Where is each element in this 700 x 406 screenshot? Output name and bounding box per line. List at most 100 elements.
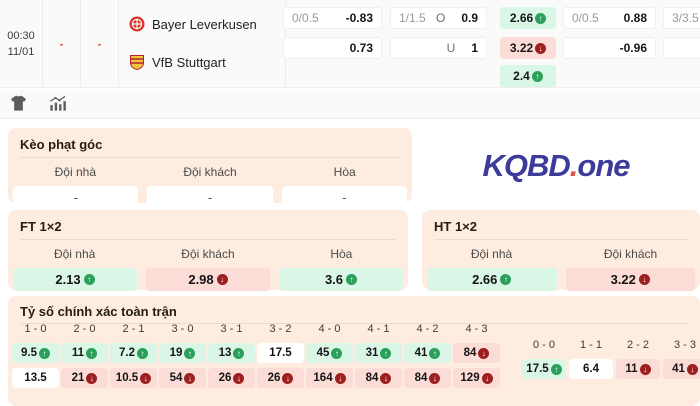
ht-1x2-card: HT 1×2 Đội nhà Đội khách 2.66 ↑ 3.22 ↓ [422,210,700,291]
score-column: 4 - 1 31 ↑ 84 ↓ [355,322,402,388]
score-odds-cell[interactable]: 17.5 ↑ [522,359,566,379]
ft-section-title: FT 1×2 [20,219,62,234]
ht-ou-under-cell[interactable] [663,37,700,59]
ft-handicap-home-cell[interactable]: 0/0.5 -0.83 [283,7,382,29]
score-odds-cell[interactable]: 19 ↑ [159,343,206,363]
corner-home-cell[interactable]: - [13,186,139,209]
score-odds-cell[interactable]: 84 ↓ [453,343,500,363]
score-column: 4 - 3 84 ↓ 129 ↓ [453,322,500,388]
score-odds-cell[interactable]: 41 ↓ [663,359,700,379]
score-odds-value: 45 [316,347,330,359]
score-label: 2 - 0 [73,323,96,335]
ft-home-odds: 2.13 [55,272,81,287]
score-odds-cell[interactable]: 9.5 ↑ [12,343,59,363]
ft-1x2-draw-cell[interactable]: 2.4 ↑ [500,65,556,87]
score-odds-value: 84 [463,347,477,359]
score-label: 3 - 1 [220,323,243,335]
score-odds-cell[interactable]: 17.5 [257,343,304,363]
score-odds-value: 129 [460,372,480,384]
ft-header-home: Đội nhà [53,247,96,261]
divider [20,157,400,158]
ht-handicap-away-cell[interactable]: -0.96 [563,37,656,59]
ft-under-cell[interactable]: U 1 [390,37,487,59]
ft-over-cell[interactable]: 1/1.5 O 0.9 [390,7,487,29]
trend-down-icon: ↓ [638,274,650,285]
score-odds-cell[interactable]: 7.2 ↑ [110,343,157,363]
ft-handicap-away-cell[interactable]: 0.73 [283,37,382,59]
ht-home-odds-cell[interactable]: 2.66 ↑ [427,268,557,291]
score-odds-value: 26 [267,372,281,384]
score-odds-cell[interactable]: 164 ↓ [306,368,353,388]
score-odds-value: 41 [414,347,428,359]
score-odds-cell[interactable]: 10.5 ↓ [110,368,157,388]
score-odds-cell[interactable]: 41 ↑ [404,343,451,363]
score-odds-cell[interactable]: 31 ↑ [355,343,402,363]
draw-score-grid: 0 - 0 17.5 ↑ 1 - 1 6.4 2 - 2 11 ↓ 3 - 3 41 ↓ [522,338,700,379]
ht-section-title: HT 1×2 [434,219,477,234]
score-odds-cell[interactable]: 54 ↓ [159,368,206,388]
trend-icon: ↑ [86,347,98,359]
trend-icon: ↑ [39,347,50,359]
score-odds-cell[interactable]: 129 ↓ [453,368,500,388]
score-odds-cell[interactable]: 45 ↑ [306,343,353,363]
ft-1x2-home-cell[interactable]: 2.66 ↑ [500,7,556,29]
score-label: 4 - 1 [367,323,390,335]
logo-text-suffix: one [577,147,630,183]
ft-1x2-home-odds: 2.66 [509,11,534,25]
match-row: 00:30 11/01 - - Bayer Leverkusen VfB Stu… [0,0,700,88]
score-odds-cell[interactable]: 84 ↓ [404,368,451,388]
trend-icon: ↓ [140,372,152,384]
ft-draw-odds-cell[interactable]: 3.6 ↑ [279,268,403,291]
ft-handicap-home-odds: -0.83 [345,11,373,25]
away-team-row[interactable]: VfB Stuttgart [129,50,285,74]
ft-over-odds: 0.9 [461,11,478,25]
corner-header-draw: Hòa [333,165,356,179]
ft-1x2-away-cell[interactable]: 3.22 ↓ [500,37,556,59]
ht-away-odds-cell[interactable]: 3.22 ↓ [565,268,695,291]
score-odds-cell[interactable]: 13.5 [12,368,59,388]
away-team-logo-icon [130,55,144,70]
score-odds-cell[interactable]: 84 ↓ [355,368,402,388]
logo-text-main: KQBD [482,147,570,183]
ht-handicap-line: 0/0.5 [572,11,599,25]
score-odds-cell[interactable]: 26 ↓ [208,368,255,388]
trend-icon: ↓ [334,372,346,384]
score-odds-cell[interactable]: 11 ↑ [61,343,108,363]
ht-handicap-away-odds: -0.96 [619,41,647,55]
trend-up-icon: ↑ [346,274,358,285]
trend-up-icon: ↑ [535,12,547,24]
score-odds-value: 84 [414,372,428,384]
ft-away-odds: 2.98 [188,272,214,287]
score-label: 2 - 2 [626,339,649,351]
match-time-block: 00:30 11/01 [0,0,43,88]
trend-icon: ↓ [233,372,245,384]
trend-icon: ↓ [478,347,490,359]
ft-home-odds-cell[interactable]: 2.13 ↑ [13,268,137,291]
score-odds-cell[interactable]: 21 ↓ [61,368,108,388]
ht-ou-over-cell[interactable]: 3/3.5 [663,7,700,29]
score-odds-value: 21 [71,372,85,384]
ht-handicap-home-cell[interactable]: 0/0.5 0.88 [563,7,656,29]
jersey-icon[interactable] [9,94,28,113]
score-odds-cell[interactable]: 13 ↑ [208,343,255,363]
home-team-row[interactable]: Bayer Leverkusen [129,12,285,36]
trend-up-icon: ↑ [83,274,95,285]
home-team-logo-icon [129,16,145,32]
score-odds-value: 13.5 [24,372,47,384]
exact-score-grid: 1 - 0 9.5 ↑ 13.5 2 - 0 11 ↑ 21 ↓ 2 - 1 7.2 ↑ 10.5 ↓ 3 … [12,322,500,388]
ft-draw-odds: 3.6 [324,272,344,287]
ft-away-odds-cell[interactable]: 2.98 ↓ [146,268,270,291]
corner-away-cell[interactable]: - [147,186,273,209]
teams-column: Bayer Leverkusen VfB Stuttgart [119,0,286,88]
stats-chart-icon[interactable] [48,94,67,113]
score-odds-value: 11 [625,363,638,375]
trend-icon: ↓ [481,372,493,384]
score-odds-value: 13 [218,347,232,359]
trend-icon: ↑ [550,363,562,375]
corner-draw-cell[interactable]: - [281,186,407,209]
score-odds-cell[interactable]: 26 ↓ [257,368,304,388]
ft-handicap-away-odds: 0.73 [349,41,373,55]
score-odds-cell[interactable]: 6.4 [569,359,613,379]
score-label: 1 - 1 [579,339,602,351]
score-odds-cell[interactable]: 11 ↓ [616,359,660,379]
